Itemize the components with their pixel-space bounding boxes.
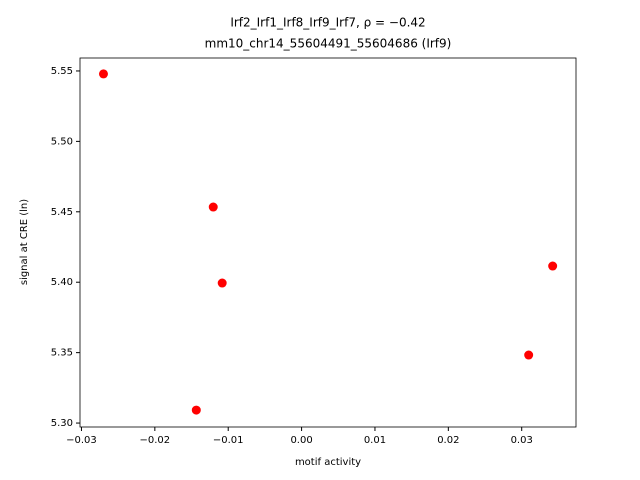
- point: [524, 350, 534, 360]
- y-tick-label: 5.45: [51, 207, 73, 218]
- point: [98, 69, 108, 79]
- x-axis-label: motif activity: [295, 457, 361, 468]
- y-tick-label: 5.30: [51, 418, 73, 429]
- chart-title: Irf2_Irf1_Irf8_Irf9_Irf7, ρ = −0.42: [230, 16, 425, 30]
- point: [208, 202, 218, 212]
- x-tick-label: 0.01: [364, 435, 386, 446]
- y-axis-label: signal at CRE (ln): [19, 199, 30, 285]
- chart-subtitle: mm10_chr14_55604491_55604686 (Irf9): [205, 37, 452, 51]
- x-tick-label: 0.02: [437, 435, 459, 446]
- plot-frame: [79, 57, 577, 428]
- point: [217, 278, 227, 288]
- x-tick-label: −0.03: [66, 435, 97, 446]
- point: [191, 405, 201, 415]
- x-tick-label: −0.02: [140, 435, 171, 446]
- x-tick-label: 0.00: [290, 435, 312, 446]
- x-tick-label: 0.03: [511, 435, 533, 446]
- x-tick-label: −0.01: [213, 435, 244, 446]
- y-tick-label: 5.35: [51, 348, 73, 359]
- y-tick-label: 5.50: [51, 136, 73, 147]
- point: [548, 261, 558, 271]
- y-tick-label: 5.55: [51, 66, 73, 77]
- y-tick-label: 5.40: [51, 277, 73, 288]
